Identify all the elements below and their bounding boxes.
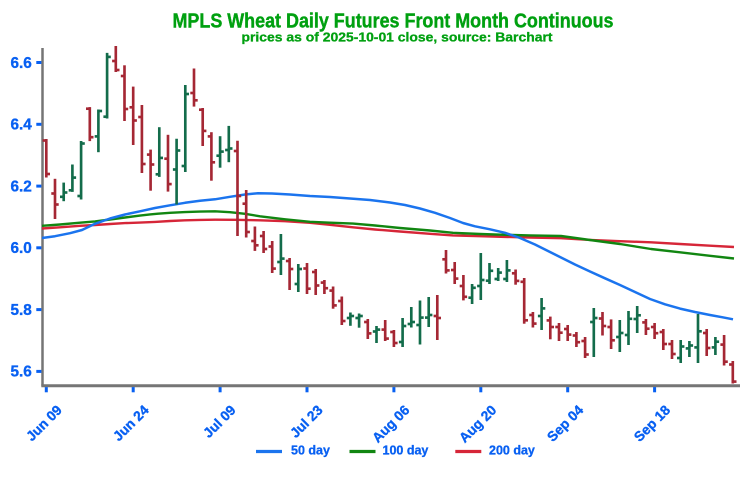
svg-text:5.6: 5.6 xyxy=(11,364,32,381)
svg-text:prices as of 2025-10-01 close,: prices as of 2025-10-01 close, source: B… xyxy=(242,30,554,45)
svg-text:100 day: 100 day xyxy=(383,444,429,458)
svg-text:50 day: 50 day xyxy=(291,444,330,458)
svg-text:6.2: 6.2 xyxy=(11,178,32,195)
svg-text:6.6: 6.6 xyxy=(11,55,32,72)
svg-text:6.0: 6.0 xyxy=(11,240,32,257)
svg-text:6.4: 6.4 xyxy=(11,117,33,134)
svg-text:5.8: 5.8 xyxy=(11,302,33,319)
svg-text:200 day: 200 day xyxy=(489,444,535,458)
svg-text:MPLS Wheat Daily Futures Front: MPLS Wheat Daily Futures Front Month Con… xyxy=(173,11,614,33)
